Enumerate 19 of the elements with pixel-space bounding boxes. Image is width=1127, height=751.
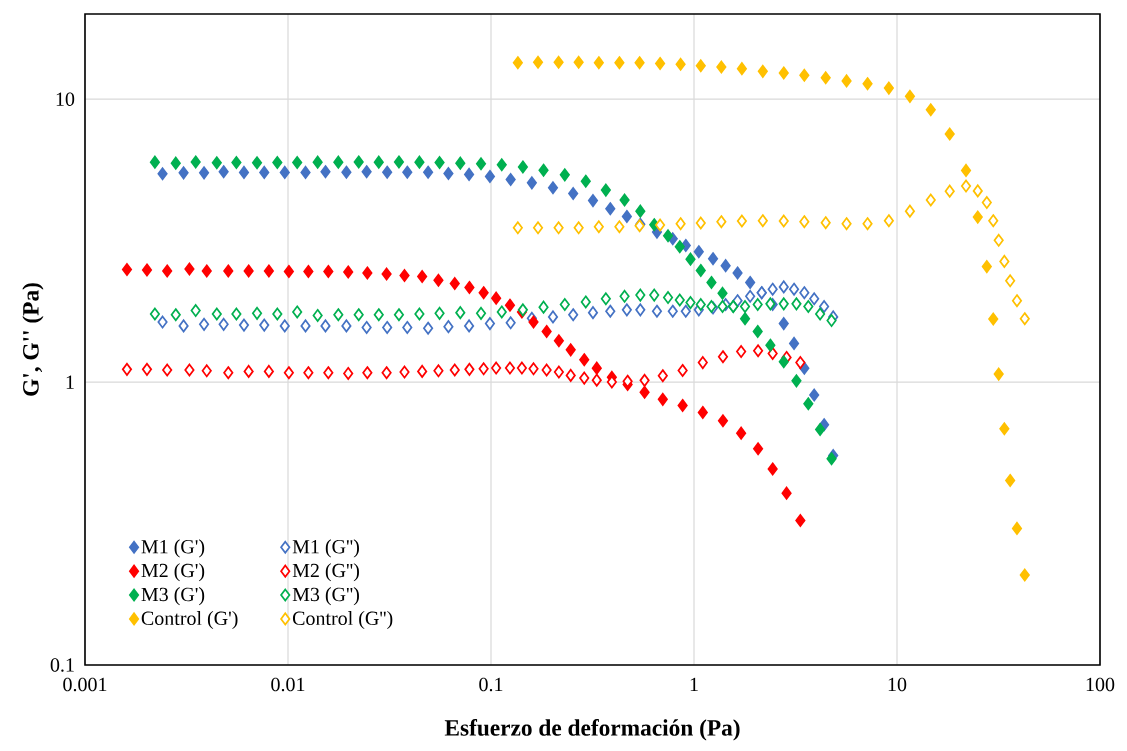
x-tick-label: 0.001 — [63, 677, 107, 692]
legend-label: M3 (G') — [141, 587, 205, 606]
legend-label: Control (G') — [141, 610, 238, 630]
legend-label: M1 (G') — [141, 539, 205, 558]
y-tick-label: 0.1 — [50, 658, 74, 672]
y-tick-label: 10 — [56, 92, 75, 106]
legend-label: M3 (G'') — [292, 587, 359, 606]
x-tick-label: 0.01 — [271, 677, 305, 692]
x-tick-label: 1 — [690, 677, 698, 691]
y-axis-title: G', G'' (Pa) — [22, 283, 44, 396]
legend-label: M2 (G') — [141, 563, 205, 582]
legend-label: Control (G'') — [292, 610, 393, 630]
x-tick-label: 10 — [888, 677, 907, 692]
x-tick-label: 0.1 — [479, 677, 503, 692]
x-tick-label: 100 — [1086, 677, 1115, 692]
x-axis-title: Esfuerzo de deformación (Pa) — [444, 719, 740, 741]
legend-label: M2 (G'') — [292, 563, 359, 582]
y-tick-label: 1 — [66, 375, 74, 389]
legend-label: M1 (G'') — [292, 539, 359, 558]
